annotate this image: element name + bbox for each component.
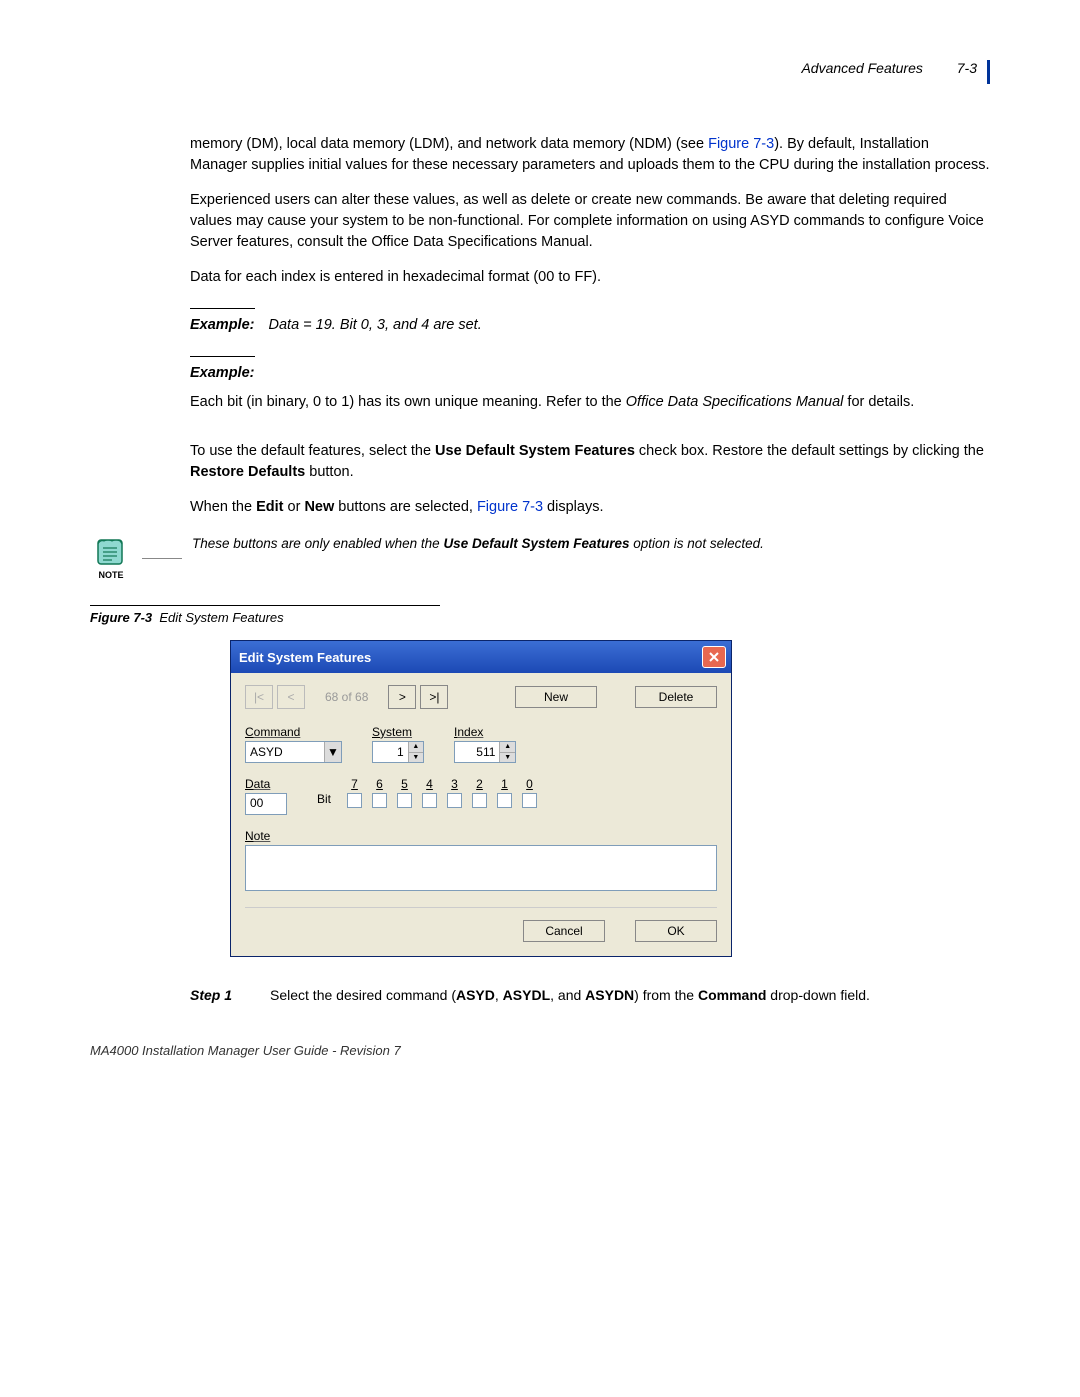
data-input[interactable]: 00 — [245, 793, 287, 815]
paragraph: Experienced users can alter these values… — [190, 190, 990, 253]
paragraph: Data for each index is entered in hexade… — [190, 267, 990, 288]
chevron-down-icon: ▼ — [324, 742, 341, 762]
nav-last-button[interactable]: >| — [420, 685, 448, 709]
page-footer: MA4000 Installation Manager User Guide -… — [90, 1043, 990, 1058]
paragraph: memory (DM), local data memory (LDM), an… — [190, 134, 990, 176]
bit-5-checkbox[interactable] — [397, 793, 412, 808]
record-counter: 68 of 68 — [325, 690, 368, 704]
example-label: Example: — [190, 317, 254, 333]
cancel-button[interactable]: Cancel — [523, 920, 605, 942]
bit-0-checkbox[interactable] — [522, 793, 537, 808]
divider — [90, 605, 440, 606]
header-title: Advanced Features — [801, 60, 922, 76]
paragraph: To use the default features, select the … — [190, 441, 990, 483]
data-label: Data — [245, 777, 287, 791]
bit-2-checkbox[interactable] — [472, 793, 487, 808]
index-spinner[interactable]: 511 ▲▼ — [454, 741, 516, 763]
dialog-titlebar: Edit System Features — [231, 641, 731, 673]
divider — [190, 308, 255, 309]
new-button[interactable]: New — [515, 686, 597, 708]
example-label: Example: — [190, 365, 254, 381]
bit-7-checkbox[interactable] — [347, 793, 362, 808]
divider — [190, 356, 255, 357]
divider — [142, 558, 182, 559]
paragraph: Each bit (in binary, 0 to 1) has its own… — [190, 392, 990, 413]
bit-4-checkbox[interactable] — [422, 793, 437, 808]
note-icon: NOTE — [90, 536, 132, 580]
nav-prev-button[interactable]: < — [277, 685, 305, 709]
note-textarea[interactable] — [245, 845, 717, 891]
nav-first-button[interactable]: |< — [245, 685, 273, 709]
bit-6-checkbox[interactable] — [372, 793, 387, 808]
command-combo[interactable]: ASYD ▼ — [245, 741, 342, 763]
note-field-label: Note — [245, 829, 717, 843]
ok-button[interactable]: OK — [635, 920, 717, 942]
page-header: Advanced Features 7-3 — [90, 60, 990, 84]
close-button[interactable] — [702, 646, 726, 668]
bit-3-checkbox[interactable] — [447, 793, 462, 808]
spin-down-icon[interactable]: ▼ — [409, 753, 423, 763]
step-instruction: Step 1 Select the desired command (ASYD,… — [190, 987, 990, 1003]
system-label: System — [372, 725, 424, 739]
note-text: These buttons are only enabled when the … — [192, 536, 990, 551]
edit-system-features-dialog: Edit System Features |< < 68 of 68 > >| … — [230, 640, 732, 957]
bit-label: Bit — [317, 792, 331, 806]
system-spinner[interactable]: 1 ▲▼ — [372, 741, 424, 763]
index-label: Index — [454, 725, 516, 739]
nav-next-button[interactable]: > — [388, 685, 416, 709]
figure-link[interactable]: Figure 7-3 — [477, 499, 543, 515]
figure-link[interactable]: Figure 7-3 — [708, 136, 774, 152]
bit-1-checkbox[interactable] — [497, 793, 512, 808]
dialog-title: Edit System Features — [239, 650, 371, 665]
paragraph: When the Edit or New buttons are selecte… — [190, 497, 990, 518]
example-line: Example: — [190, 363, 990, 384]
delete-button[interactable]: Delete — [635, 686, 717, 708]
spin-up-icon[interactable]: ▲ — [500, 742, 515, 753]
command-label: Command — [245, 725, 342, 739]
spin-down-icon[interactable]: ▼ — [500, 753, 515, 763]
header-pagenum: 7-3 — [957, 60, 977, 76]
example-line: Example: Data = 19. Bit 0, 3, and 4 are … — [190, 315, 990, 336]
spin-up-icon[interactable]: ▲ — [409, 742, 423, 753]
figure-caption: Figure 7-3 Edit System Features — [90, 610, 990, 625]
